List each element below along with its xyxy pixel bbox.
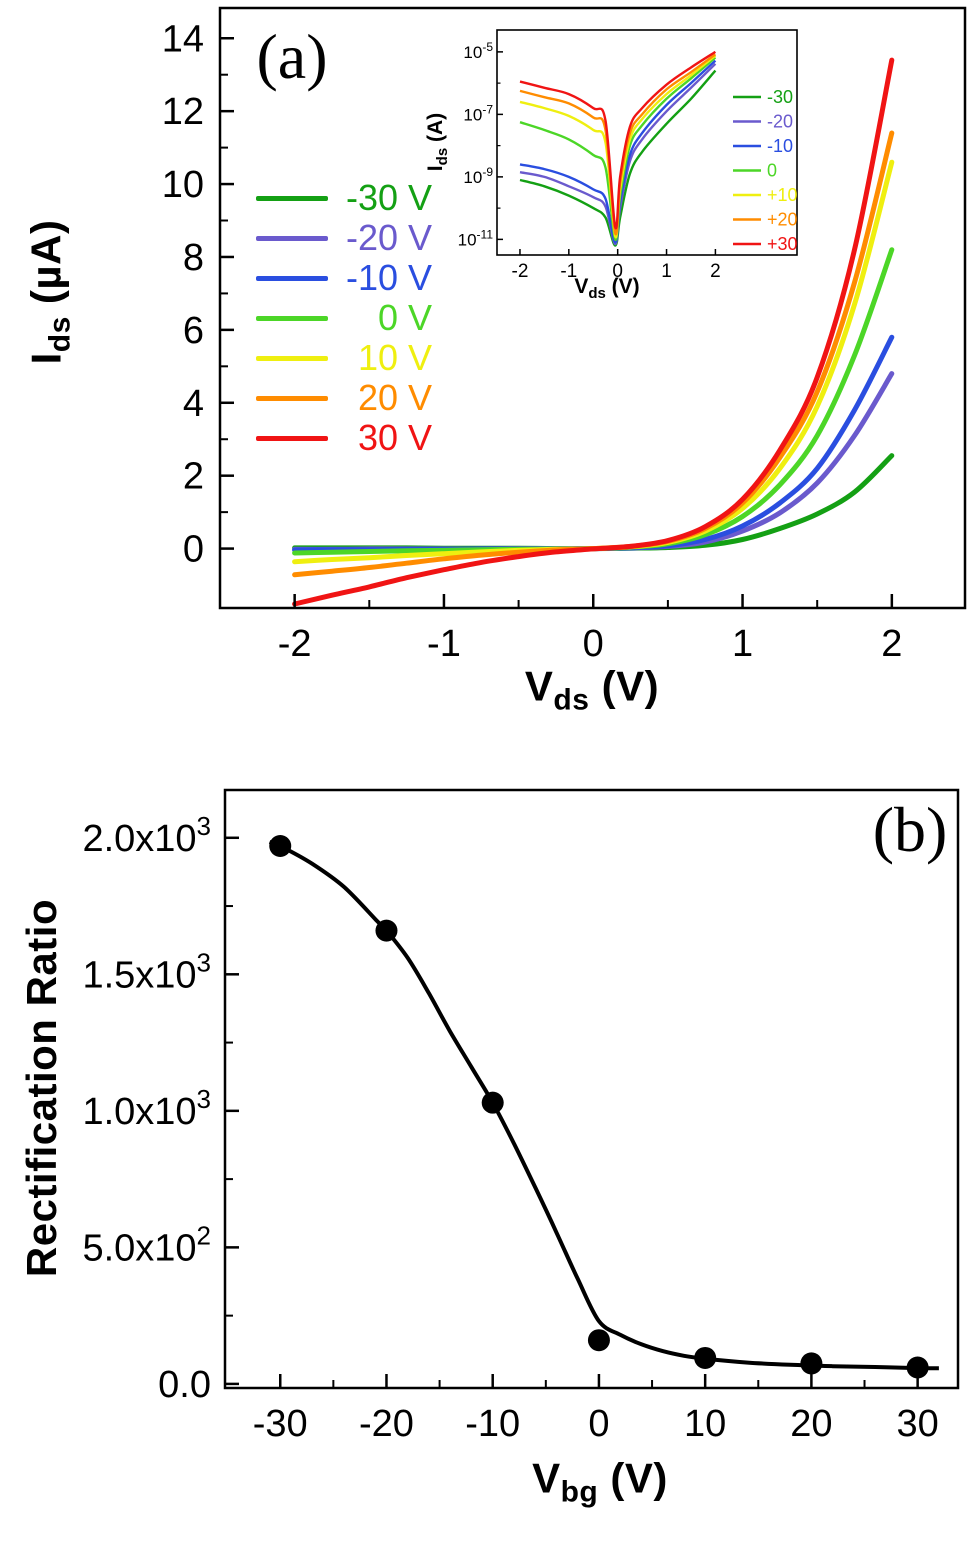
legend-label: -30 V [345, 177, 432, 218]
panel-b-label: (b) [872, 794, 948, 865]
panel-a-y-tick-label: 6 [183, 310, 204, 352]
panel-a-x-tick-label: 2 [881, 623, 902, 665]
panel-a-y-tick-label: 0 [183, 529, 204, 571]
panel-b-x-tick-label: -10 [465, 1403, 520, 1445]
legend-line-sample [256, 435, 328, 441]
panel-a-x-tick-label: 0 [583, 623, 604, 665]
legend-line-sample [256, 235, 328, 241]
inset-y-tick-label: 10-5 [463, 40, 493, 62]
inset-series-+30 [519, 50, 717, 230]
inset-x-tick-label: -2 [512, 261, 529, 282]
panel-b-frame [223, 788, 960, 1390]
legend-line-sample [256, 315, 328, 321]
panel-a-legend-item: 30 V [256, 417, 432, 458]
legend-line-sample [256, 355, 328, 361]
inset-x-tick-label: -1 [560, 261, 577, 282]
inset-y-tick-label: 10-11 [458, 227, 494, 249]
panel-a-x-tick-label: -1 [427, 623, 461, 665]
panel-a-y-tick-label: 2 [183, 456, 204, 498]
panel-a-legend-item: -30 V [256, 177, 432, 218]
panel-a-legend-item: -10 V [256, 257, 432, 298]
panel-a-y-title-sub: ds [43, 316, 77, 353]
panel-a-legend-item: -20 V [256, 217, 432, 258]
panel-b-data-point [269, 834, 292, 857]
panel-a-y-tick-label: 4 [183, 383, 204, 425]
legend-line-sample [256, 195, 328, 201]
panel-b-x-title-sub: bg [560, 1475, 599, 1509]
panel-a-x-tick-label: -2 [278, 623, 312, 665]
panel-b-y-tick-label: 2.0x103 [82, 811, 211, 860]
panel-a-x-tick-label: 1 [732, 623, 753, 665]
panel-b-x-title-main: V [532, 1454, 561, 1502]
panel-b-y-tick-label: 1.0x103 [82, 1084, 211, 1133]
panel-b-x-title-unit: (V) [598, 1454, 668, 1502]
panel-b-data-point [481, 1091, 504, 1114]
legend-label: -20 V [345, 217, 432, 258]
legend-label: 0 V [377, 297, 432, 338]
inset-y-tick-label: 10-9 [463, 165, 493, 187]
panel-b-data-point [375, 919, 398, 942]
legend-line-sample [256, 275, 328, 281]
panel-a-y-title-main: I [22, 352, 70, 365]
panel-a-x-title-unit: (V) [589, 662, 660, 710]
legend-label: 10 V [357, 337, 432, 378]
inset-legend-label: -20 [767, 112, 793, 132]
panel-a-legend-item: 10 V [256, 337, 432, 378]
panel-b-y-tick-label: 0.0 [158, 1364, 211, 1406]
inset-legend-label: +30 [767, 234, 798, 254]
inset-legend-label: -30 [767, 87, 793, 107]
panel-a-series--30V [292, 453, 895, 552]
panel-b-x-tick-label: 10 [684, 1403, 726, 1445]
panel-b-data-point [906, 1356, 929, 1379]
inset-legend-label: 0 [767, 161, 777, 181]
panel-b-data-point [587, 1329, 610, 1352]
inset-legend-label: +10 [767, 185, 798, 205]
panel-b-x-tick-label: 20 [790, 1403, 832, 1445]
panel-b-x-tick-label: -30 [253, 1403, 308, 1445]
panel-a-y-title-unit: (µA) [22, 219, 70, 317]
panel-b-y-tick-label: 5.0x102 [82, 1220, 211, 1269]
inset-x-axis-title: Vds (V) [574, 275, 639, 302]
panel-b-x-tick-label: -20 [359, 1403, 414, 1445]
inset-y-tick-label: 10-7 [463, 102, 493, 124]
legend-label: -10 V [345, 257, 432, 298]
inset-legend-label: -10 [767, 136, 793, 156]
panel-b-x-axis-title: Vbg (V) [532, 1454, 668, 1509]
panel-a-x-axis-title: Vds (V) [525, 662, 659, 717]
panel-b-data-point [694, 1346, 717, 1369]
panel-a-legend-item: 20 V [256, 377, 432, 418]
panel-a-series-30V [292, 57, 895, 607]
panel-a-y-tick-label: 8 [183, 237, 204, 279]
panel-b-fit-curve [268, 840, 939, 1371]
inset-y-axis-title: Ids (A) [424, 113, 451, 171]
legend-label: 20 V [357, 377, 432, 418]
panel-b-y-tick-label: 1.5x103 [82, 947, 211, 996]
legend-line-sample [256, 395, 328, 401]
panel-b-y-axis-title: Rectification Ratio [18, 898, 65, 1278]
legend-label: 30 V [357, 417, 432, 458]
inset-frame [496, 29, 798, 256]
panel-a-y-tick-label: 12 [162, 91, 204, 133]
panel-b-data-point [800, 1352, 823, 1375]
panel-a-x-title-main: V [524, 662, 554, 710]
panel-a-x-title-sub: ds [553, 683, 590, 717]
panel-a-label: (a) [256, 21, 328, 92]
inset-legend-label: +20 [767, 210, 798, 230]
panel-a-y-axis-title: Ids (µA) [22, 220, 77, 365]
inset-x-tick-label: 1 [661, 261, 672, 282]
panel-b-x-tick-label: 30 [896, 1403, 938, 1445]
panel-a-y-tick-label: 14 [162, 18, 204, 60]
inset-x-tick-label: 2 [710, 261, 721, 282]
panel-a-y-tick-label: 10 [162, 164, 204, 206]
panel-b-canvas: -30 -20 -10 0 10 20 30 0.0 5.0x102 1.0x103 1.5x103… [82, 788, 960, 1445]
inset-x-tick-label: 0 [612, 261, 623, 282]
panel-b-x-tick-label: 0 [588, 1403, 609, 1445]
panel-a-legend-item: 0 V [256, 297, 432, 338]
